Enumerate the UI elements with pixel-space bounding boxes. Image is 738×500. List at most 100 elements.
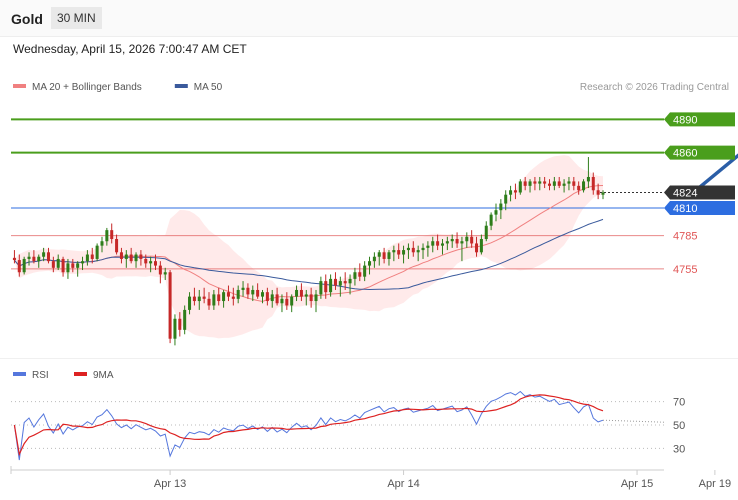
level-label-text: 4890 (673, 114, 697, 126)
candle-body (119, 252, 123, 259)
candle (513, 183, 517, 200)
candle-body (76, 263, 80, 268)
candle (81, 256, 85, 271)
candle (518, 179, 522, 195)
candle (173, 314, 177, 346)
candle-body (105, 230, 109, 242)
candle (32, 250, 36, 264)
candle-body (42, 252, 46, 257)
candle-body (270, 294, 274, 302)
candle-body (236, 289, 240, 299)
candle-body (465, 236, 469, 242)
candle-body (295, 289, 299, 297)
candle (387, 250, 391, 266)
candle-body (124, 254, 128, 259)
candle (489, 212, 493, 231)
candle-body (17, 260, 21, 273)
candle-body (153, 261, 158, 266)
candle (596, 183, 600, 200)
level-label-4824: 4824 (664, 185, 735, 200)
candle (591, 172, 595, 195)
candle (601, 190, 605, 200)
level-label-4860: 4860 (664, 145, 735, 160)
candle-body (265, 292, 269, 302)
candle-body (319, 281, 323, 295)
candle-body (173, 318, 177, 339)
candle (460, 236, 464, 262)
level-label-4810: 4810 (664, 200, 735, 215)
candle (329, 274, 333, 297)
timeframe-badge[interactable]: 30 MIN (51, 7, 102, 29)
candle (260, 289, 265, 304)
candle (567, 176, 571, 191)
candle (372, 252, 376, 268)
candle-body (499, 203, 503, 211)
candle (484, 221, 488, 242)
candle (280, 294, 284, 313)
bollinger-band-area (14, 155, 603, 339)
candle (538, 176, 542, 191)
candle (465, 232, 469, 248)
candle (153, 254, 158, 271)
candle (377, 250, 381, 266)
candle-body (329, 278, 333, 293)
candle-body (596, 190, 600, 195)
candle-body (207, 298, 211, 306)
candle (304, 289, 308, 306)
candle (528, 179, 532, 193)
candle-body (528, 181, 532, 186)
candle (27, 252, 31, 266)
level-label-text: 4860 (673, 148, 697, 160)
candle (411, 241, 415, 257)
candle-body (431, 241, 435, 246)
candle (290, 294, 294, 313)
candle-body (251, 289, 255, 295)
candle-body (582, 181, 586, 191)
candle-body (285, 298, 289, 306)
level-label-tag (664, 145, 735, 160)
candle (85, 250, 89, 266)
candle (139, 250, 143, 266)
candle-body (479, 239, 483, 253)
datetime-label: Wednesday, April 15, 2026 7:00:47 AM CET (13, 42, 247, 56)
ma50-line (14, 218, 604, 291)
candle-body (66, 263, 70, 273)
candle (406, 243, 410, 259)
candle-body (363, 265, 367, 277)
rsi-legend-label: 9MA (93, 370, 114, 381)
candlesticks (12, 157, 605, 346)
candle (547, 179, 552, 191)
candle (295, 285, 299, 302)
candle-body (547, 183, 552, 186)
candle-body (178, 318, 182, 330)
candle (22, 256, 26, 275)
candle-body (197, 296, 201, 302)
watermark-text: Research © 2026 Trading Central (580, 82, 729, 93)
candle-body (387, 252, 391, 259)
level-label-4785: 4785 (673, 231, 697, 243)
candle (202, 287, 206, 304)
candle-body (56, 258, 60, 268)
candle (90, 247, 94, 264)
candle-body (577, 185, 581, 191)
candle-body (601, 192, 605, 195)
candle (504, 190, 508, 211)
x-tick-label: Apr 14 (387, 478, 419, 490)
candle (105, 227, 109, 246)
candle-body (538, 181, 542, 184)
candle (314, 289, 318, 313)
candle (42, 247, 46, 262)
candle (241, 281, 245, 297)
candle (183, 305, 187, 335)
candle (217, 287, 221, 306)
candle (129, 247, 133, 264)
candle (226, 285, 230, 302)
candle-body (212, 294, 216, 306)
candle (61, 256, 65, 277)
forecast-arrow (688, 153, 738, 197)
candle-body (591, 176, 595, 191)
candle (163, 267, 167, 280)
candle (134, 252, 138, 268)
candle (543, 176, 547, 189)
